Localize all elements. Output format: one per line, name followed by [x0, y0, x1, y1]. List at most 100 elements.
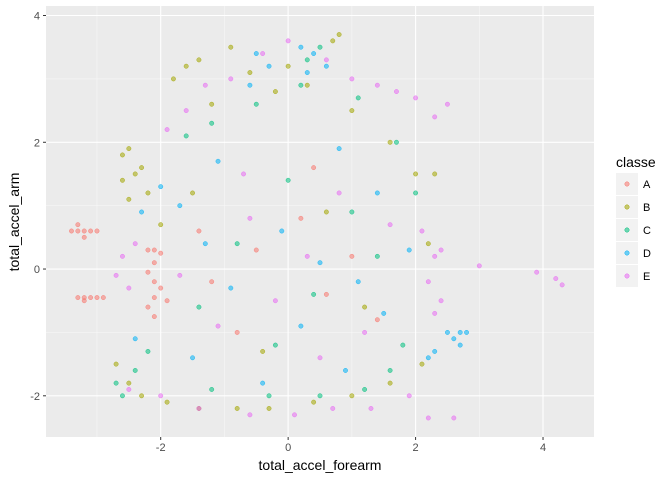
- data-point-e: [451, 415, 457, 421]
- data-point-a: [374, 317, 380, 323]
- data-point-a: [164, 298, 170, 304]
- data-point-d: [139, 209, 145, 215]
- data-point-b: [139, 165, 145, 171]
- data-point-a: [145, 269, 151, 275]
- data-point-e: [438, 298, 444, 304]
- data-point-c: [253, 101, 259, 107]
- data-point-b: [183, 63, 189, 69]
- data-point-d: [215, 158, 221, 164]
- data-point-c: [387, 367, 393, 373]
- data-point-e: [196, 406, 202, 411]
- data-point-d: [253, 51, 259, 56]
- data-point-b: [113, 361, 119, 367]
- legend-marker-a: [624, 181, 630, 187]
- data-point-d: [298, 44, 304, 50]
- data-point-b: [272, 89, 278, 95]
- data-point-d: [381, 310, 387, 316]
- data-point-e: [330, 406, 336, 411]
- data-point-d: [202, 241, 208, 247]
- x-tick-label: 4: [540, 442, 546, 454]
- data-point-d: [266, 63, 272, 69]
- plot-panel: [46, 6, 594, 437]
- data-point-e: [183, 108, 189, 114]
- data-point-d: [323, 63, 329, 69]
- data-point-e: [534, 269, 540, 275]
- data-point-d: [260, 380, 266, 386]
- data-point-b: [419, 361, 425, 367]
- data-point-e: [202, 82, 208, 88]
- y-axis-title: total_accel_arm: [6, 173, 22, 272]
- data-point-b: [311, 399, 317, 405]
- data-point-e: [228, 76, 234, 82]
- data-point-c: [113, 380, 119, 386]
- data-point-d: [355, 279, 361, 285]
- data-point-e: [374, 82, 380, 88]
- data-point-e: [559, 282, 565, 288]
- data-point-c: [145, 348, 151, 354]
- data-point-a: [81, 228, 87, 234]
- data-point-a: [158, 285, 164, 291]
- legend-marker-b: [624, 204, 630, 210]
- data-point-e: [158, 393, 164, 399]
- data-point-d: [304, 70, 310, 76]
- data-point-e: [362, 329, 368, 335]
- data-point-a: [349, 253, 355, 259]
- data-point-e: [419, 228, 425, 234]
- data-point-b: [323, 209, 329, 215]
- y-tick-label: 2: [34, 137, 40, 149]
- data-point-e: [394, 89, 399, 95]
- data-point-b: [362, 304, 368, 310]
- data-point-e: [336, 190, 342, 196]
- data-point-c: [374, 253, 380, 259]
- data-point-c: [317, 44, 323, 50]
- data-point-d: [336, 146, 342, 152]
- data-point-b: [196, 57, 202, 63]
- data-point-d: [279, 228, 285, 234]
- data-point-e: [432, 253, 438, 259]
- data-point-b: [247, 70, 253, 76]
- data-point-a: [100, 295, 106, 301]
- data-point-c: [317, 393, 323, 399]
- y-axis-ticks: -2 0 2 4: [30, 11, 46, 403]
- data-point-a: [196, 228, 202, 234]
- data-point-c: [266, 393, 272, 399]
- data-point-b: [285, 63, 291, 69]
- data-point-c: [120, 393, 125, 399]
- major-gridlines: [46, 6, 594, 437]
- data-point-d: [177, 203, 183, 209]
- data-point-c: [413, 190, 419, 196]
- data-point-b: [425, 241, 431, 247]
- data-point-b: [139, 393, 145, 399]
- data-point-a: [75, 222, 81, 228]
- data-point-e: [285, 38, 291, 44]
- data-point-e: [432, 114, 438, 120]
- data-point-c: [132, 367, 138, 373]
- data-point-b: [349, 393, 355, 399]
- data-point-b: [304, 82, 310, 88]
- data-point-b: [126, 146, 132, 152]
- data-point-d: [311, 51, 317, 56]
- x-tick-label: 0: [285, 442, 291, 454]
- data-point-e: [247, 412, 253, 418]
- legend-marker-c: [624, 227, 630, 233]
- data-point-d: [298, 323, 304, 329]
- data-point-b: [126, 380, 132, 386]
- data-point-c: [183, 133, 189, 139]
- data-point-a: [311, 165, 317, 171]
- data-point-a: [81, 234, 87, 240]
- data-point-b: [413, 171, 419, 177]
- data-point-e: [113, 272, 119, 278]
- data-point-a: [94, 228, 100, 234]
- data-point-d: [228, 285, 234, 291]
- data-point-a: [234, 329, 240, 335]
- data-point-a: [88, 228, 94, 234]
- data-point-a: [81, 298, 87, 304]
- data-point-d: [457, 329, 463, 335]
- data-point-d: [457, 342, 463, 348]
- data-point-a: [75, 295, 81, 301]
- data-point-a: [88, 295, 94, 301]
- data-point-e: [247, 215, 253, 221]
- data-point-c: [209, 387, 215, 392]
- data-point-d: [406, 247, 412, 253]
